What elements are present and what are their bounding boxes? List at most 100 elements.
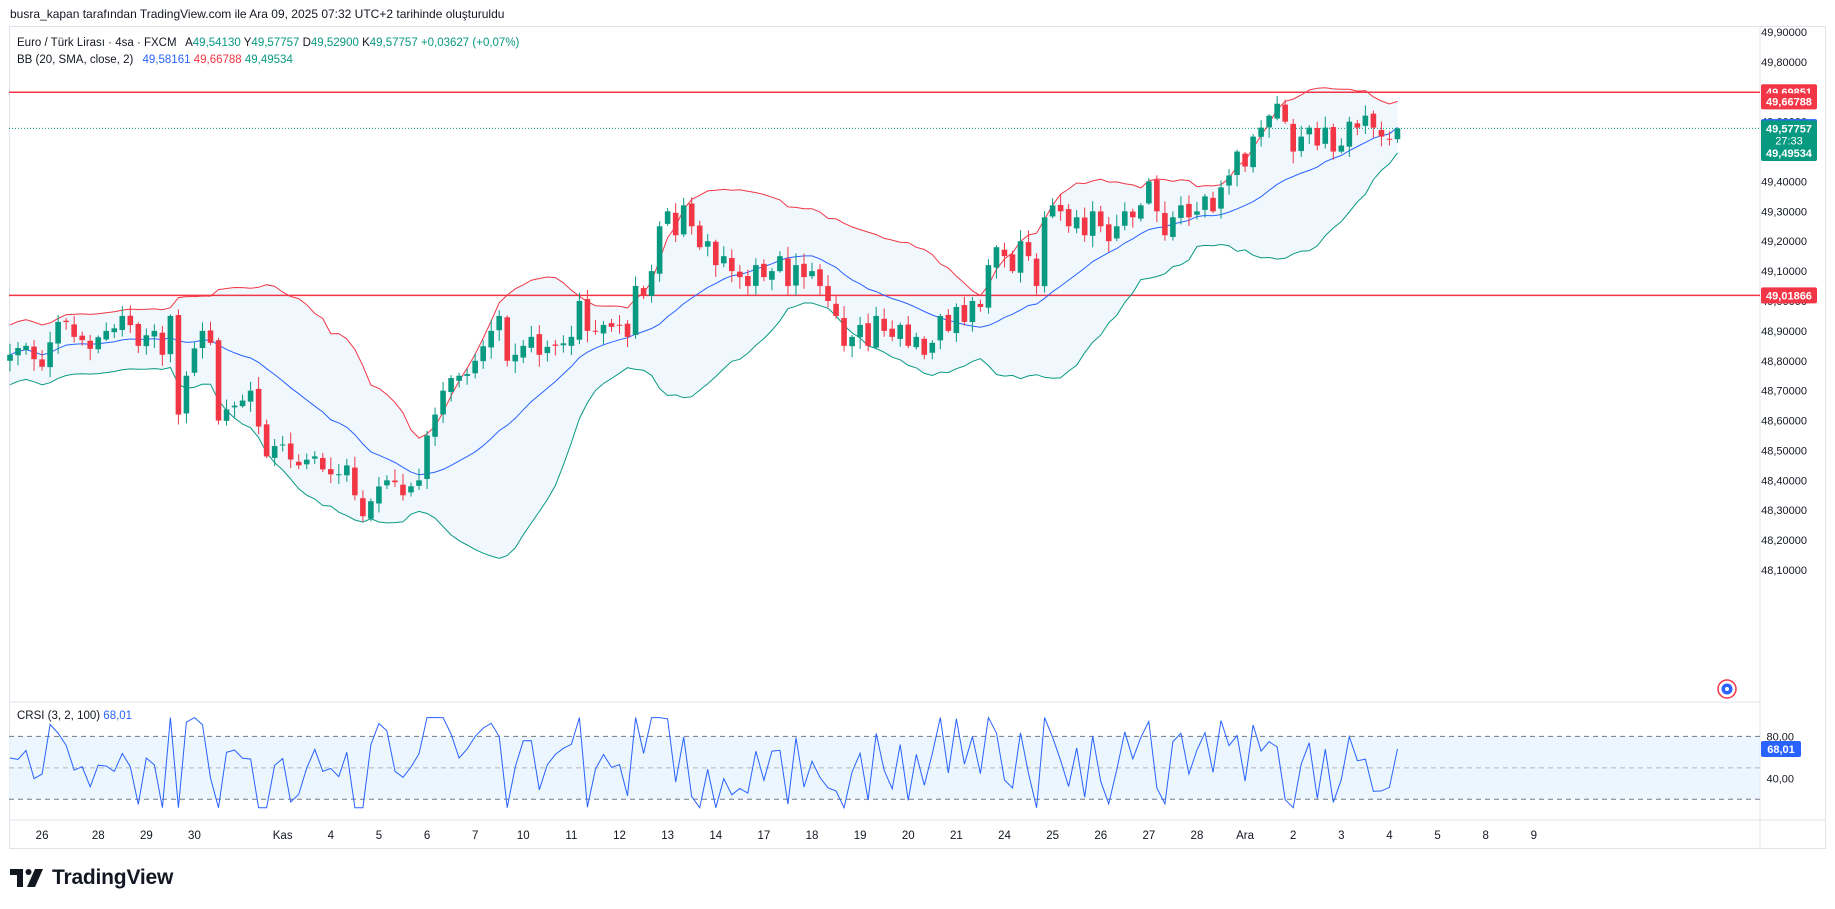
time-tick-label: 9 [1531, 830, 1537, 842]
candle-body [608, 323, 615, 327]
candle [536, 325, 543, 367]
candle [295, 454, 302, 470]
candle [616, 315, 623, 334]
price-tick-label: 49,80000 [1761, 57, 1807, 69]
tradingview-logo-icon [10, 869, 43, 887]
candle-body [688, 203, 695, 227]
candle [544, 340, 551, 362]
candle-body [464, 374, 470, 376]
candle-body [448, 378, 454, 393]
candle-body [384, 480, 390, 486]
candle [1186, 195, 1192, 227]
bb-title[interactable]: BB (20, SMA, close, 2) [17, 54, 134, 66]
candle [993, 245, 1000, 279]
candle-body [632, 286, 639, 335]
candle [416, 468, 422, 490]
gear-icon[interactable] [1717, 679, 1737, 699]
candle [1346, 116, 1353, 157]
candle [1057, 194, 1064, 221]
candle [777, 251, 783, 273]
open-value: 49,54130 [192, 37, 241, 49]
candle [512, 343, 519, 374]
candle [1154, 175, 1160, 223]
price-badge-bg [1761, 287, 1817, 304]
candle-body [287, 443, 294, 460]
candle-body [672, 212, 679, 236]
candle [672, 203, 679, 242]
price-badge: 49,66788 [1761, 93, 1817, 110]
candle-body [191, 348, 198, 373]
price-badge-countdown: 27:33 [1775, 135, 1803, 147]
candle-body [953, 306, 960, 334]
candle-body [1298, 136, 1305, 152]
time-tick-label: 25 [1046, 830, 1059, 842]
candle-body [1001, 249, 1008, 257]
symbol-title[interactable]: Euro / Türk Lirası · 4sa · FXCM [17, 37, 177, 49]
candle [472, 353, 478, 379]
candle [87, 334, 93, 361]
candle [23, 342, 29, 355]
close-value: 49,57757 [369, 37, 418, 49]
candle [79, 331, 85, 346]
candle [1362, 105, 1369, 134]
candle-body [520, 345, 527, 358]
candle-body [512, 354, 519, 362]
candle-body [600, 324, 607, 334]
candle [648, 264, 655, 303]
change-value: +0,03627 (+0,07%) [420, 37, 520, 49]
candle [1282, 99, 1288, 124]
candle [344, 458, 350, 482]
candle-body [624, 323, 631, 337]
candle [55, 314, 61, 354]
candle [953, 303, 960, 342]
candle-body [881, 318, 887, 331]
candle-body [745, 276, 751, 287]
tradingview-brand[interactable]: TradingView [10, 866, 173, 890]
time-axis[interactable]: 26 28 29 30 Kas 4 5 6 7 10 11 12 13 14 17 18 19 20 21 24 25 2… [36, 830, 1537, 842]
candle-body [223, 409, 230, 421]
candle-body [303, 459, 310, 465]
candle-body [263, 424, 270, 457]
candle [1146, 178, 1152, 205]
high-label: Y [243, 37, 252, 49]
candle-body [352, 467, 358, 496]
candle [15, 342, 21, 366]
candle [263, 419, 270, 458]
price-badge-label: 49,49534 [1766, 148, 1813, 160]
candle-body [528, 336, 535, 348]
candle-body [568, 336, 575, 346]
candle-body [1146, 181, 1152, 204]
candle [704, 233, 711, 257]
candle-body [1033, 258, 1040, 287]
candle [785, 246, 791, 296]
candle [1097, 205, 1104, 233]
crsi-title[interactable]: CRSI (3, 2, 100) [17, 710, 101, 722]
candle [865, 313, 871, 352]
time-tick-label: 5 [1434, 830, 1440, 842]
candle-body [1186, 203, 1192, 218]
candle-body [640, 288, 647, 296]
candle-body [111, 328, 118, 333]
candle [39, 350, 45, 371]
candle-body [1330, 127, 1337, 152]
candle [889, 320, 895, 342]
low-label: D [302, 37, 311, 49]
candle [231, 401, 238, 418]
candle [897, 322, 904, 347]
candle [977, 299, 984, 312]
crsi-axis[interactable]: 80,00 40,00 68,01 [1761, 731, 1801, 785]
candle-body [592, 330, 599, 332]
candle-body [945, 314, 952, 331]
candle-body [279, 444, 286, 446]
candle [127, 305, 134, 334]
candle-body [961, 305, 968, 322]
candle-body [31, 346, 37, 360]
candle-body [1178, 205, 1184, 218]
candle [841, 306, 847, 352]
candle-body [664, 211, 671, 224]
candle-body [1073, 217, 1080, 229]
crsi-tick-label: 80,00 [1766, 731, 1794, 743]
candle-body [712, 241, 719, 266]
